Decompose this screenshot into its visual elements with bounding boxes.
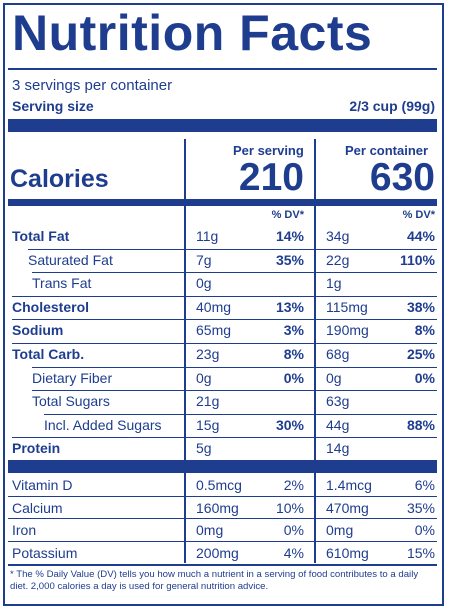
container-amount: 44g bbox=[326, 416, 350, 433]
container-amount: 0mg bbox=[326, 522, 354, 539]
serving-size-value: 2/3 cup (99g) bbox=[349, 98, 435, 114]
daily-value-footnote: * The % Daily Value (DV) tells you how m… bbox=[10, 569, 419, 592]
calories-per-container: 630 bbox=[369, 156, 435, 199]
nutrient-name: Trans Fat bbox=[32, 275, 92, 292]
label-title: Nutrition Facts bbox=[12, 5, 373, 61]
container-amount: 22g bbox=[326, 251, 350, 268]
container-dv: 8% bbox=[414, 322, 435, 339]
container-dv: 35% bbox=[406, 499, 435, 516]
nutrient-name: Protein bbox=[12, 440, 61, 457]
serving-amount: 11g bbox=[196, 228, 219, 244]
container-amount: 115mg bbox=[326, 298, 368, 315]
row-divider bbox=[8, 495, 437, 497]
serving-size-bar bbox=[8, 119, 437, 132]
serving-amount: 0g bbox=[196, 369, 212, 386]
serving-dv: 3% bbox=[283, 322, 304, 339]
row-divider bbox=[32, 272, 437, 274]
calories-per-serving: 210 bbox=[238, 156, 304, 199]
nutrient-name: Total Fat bbox=[12, 228, 70, 244]
serving-dv: 13% bbox=[275, 298, 304, 315]
row-divider bbox=[12, 343, 437, 344]
serving-amount: 7g bbox=[196, 251, 212, 268]
serving-amount: 160mg bbox=[196, 499, 239, 516]
serving-amount: 23g bbox=[196, 346, 220, 362]
servings-per-container: 3 servings per container bbox=[12, 77, 173, 94]
column-divider-left bbox=[184, 139, 186, 563]
container-dv: 0% bbox=[414, 369, 435, 386]
nutrient-name: Cholesterol bbox=[12, 298, 90, 315]
dv-header-serving: % DV* bbox=[271, 209, 304, 221]
container-amount: 610mg bbox=[326, 544, 369, 561]
dv-header-container: % DV* bbox=[402, 209, 435, 221]
container-amount: 470mg bbox=[326, 499, 369, 516]
container-amount: 0g bbox=[326, 369, 342, 386]
container-dv: 44% bbox=[406, 228, 435, 244]
nutrient-name: Dietary Fiber bbox=[32, 369, 113, 386]
serving-amount: 5g bbox=[196, 440, 212, 457]
container-amount: 63g bbox=[326, 393, 350, 410]
serving-amount: 15g bbox=[196, 416, 220, 433]
container-dv: 6% bbox=[414, 477, 435, 493]
serving-dv: 0% bbox=[283, 369, 304, 386]
per-serving-label: Per serving bbox=[233, 143, 304, 158]
serving-dv: 8% bbox=[283, 346, 304, 362]
vitamin-name: Potassium bbox=[12, 544, 78, 561]
nutrition-label bbox=[3, 3, 444, 606]
serving-amount: 200mg bbox=[196, 544, 239, 561]
serving-dv: 30% bbox=[275, 416, 304, 433]
container-dv: 38% bbox=[406, 298, 435, 315]
container-dv: 0% bbox=[414, 522, 435, 539]
vitamins-bar bbox=[8, 460, 437, 473]
nutrient-name: Total Carb. bbox=[12, 346, 85, 362]
serving-size-label: Serving size bbox=[12, 98, 94, 114]
calories-bar bbox=[8, 199, 437, 206]
container-dv: 15% bbox=[406, 544, 435, 561]
serving-amount: 0mg bbox=[196, 522, 224, 539]
vitamin-name: Iron bbox=[12, 522, 37, 539]
container-amount: 34g bbox=[326, 228, 350, 244]
row-divider bbox=[8, 518, 437, 520]
serving-dv: 4% bbox=[283, 544, 304, 561]
vitamin-name: Calcium bbox=[12, 499, 63, 516]
serving-dv: 0% bbox=[283, 522, 304, 539]
row-divider bbox=[32, 366, 437, 368]
serving-dv: 2% bbox=[283, 477, 304, 493]
calories-label: Calories bbox=[10, 165, 109, 193]
serving-amount: 65mg bbox=[196, 322, 232, 339]
container-amount: 14g bbox=[326, 440, 350, 457]
nutrient-name: Incl. Added Sugars bbox=[44, 416, 162, 433]
vitamin-name: Vitamin D bbox=[12, 477, 73, 493]
row-divider bbox=[44, 413, 437, 415]
container-amount: 190mg bbox=[326, 322, 369, 339]
serving-amount: 0g bbox=[196, 275, 212, 292]
row-divider bbox=[28, 248, 437, 250]
row-divider bbox=[8, 540, 437, 542]
container-dv: 110% bbox=[399, 251, 435, 268]
nutrient-name: Total Sugars bbox=[32, 393, 110, 410]
container-dv: 88% bbox=[406, 416, 435, 433]
nutrient-name: Sodium bbox=[12, 322, 64, 339]
footnote-divider bbox=[8, 564, 437, 566]
container-amount: 68g bbox=[326, 346, 350, 362]
row-divider bbox=[12, 437, 437, 439]
container-amount: 1g bbox=[326, 275, 342, 292]
row-divider bbox=[12, 295, 437, 297]
serving-amount: 0.5mcg bbox=[196, 477, 242, 493]
column-divider-right bbox=[314, 139, 316, 563]
serving-amount: 40mg bbox=[196, 298, 232, 315]
serving-dv: 14% bbox=[275, 228, 304, 244]
row-divider bbox=[32, 390, 437, 392]
per-container-label: Per container bbox=[345, 143, 429, 158]
serving-amount: 21g bbox=[196, 393, 220, 410]
row-divider bbox=[12, 319, 437, 321]
serving-dv: 35% bbox=[275, 251, 304, 268]
nutrient-name: Saturated Fat bbox=[28, 251, 113, 268]
container-amount: 1.4mcg bbox=[326, 477, 372, 493]
container-dv: 25% bbox=[406, 346, 435, 362]
title-divider bbox=[8, 68, 437, 70]
serving-dv: 10% bbox=[275, 499, 304, 516]
